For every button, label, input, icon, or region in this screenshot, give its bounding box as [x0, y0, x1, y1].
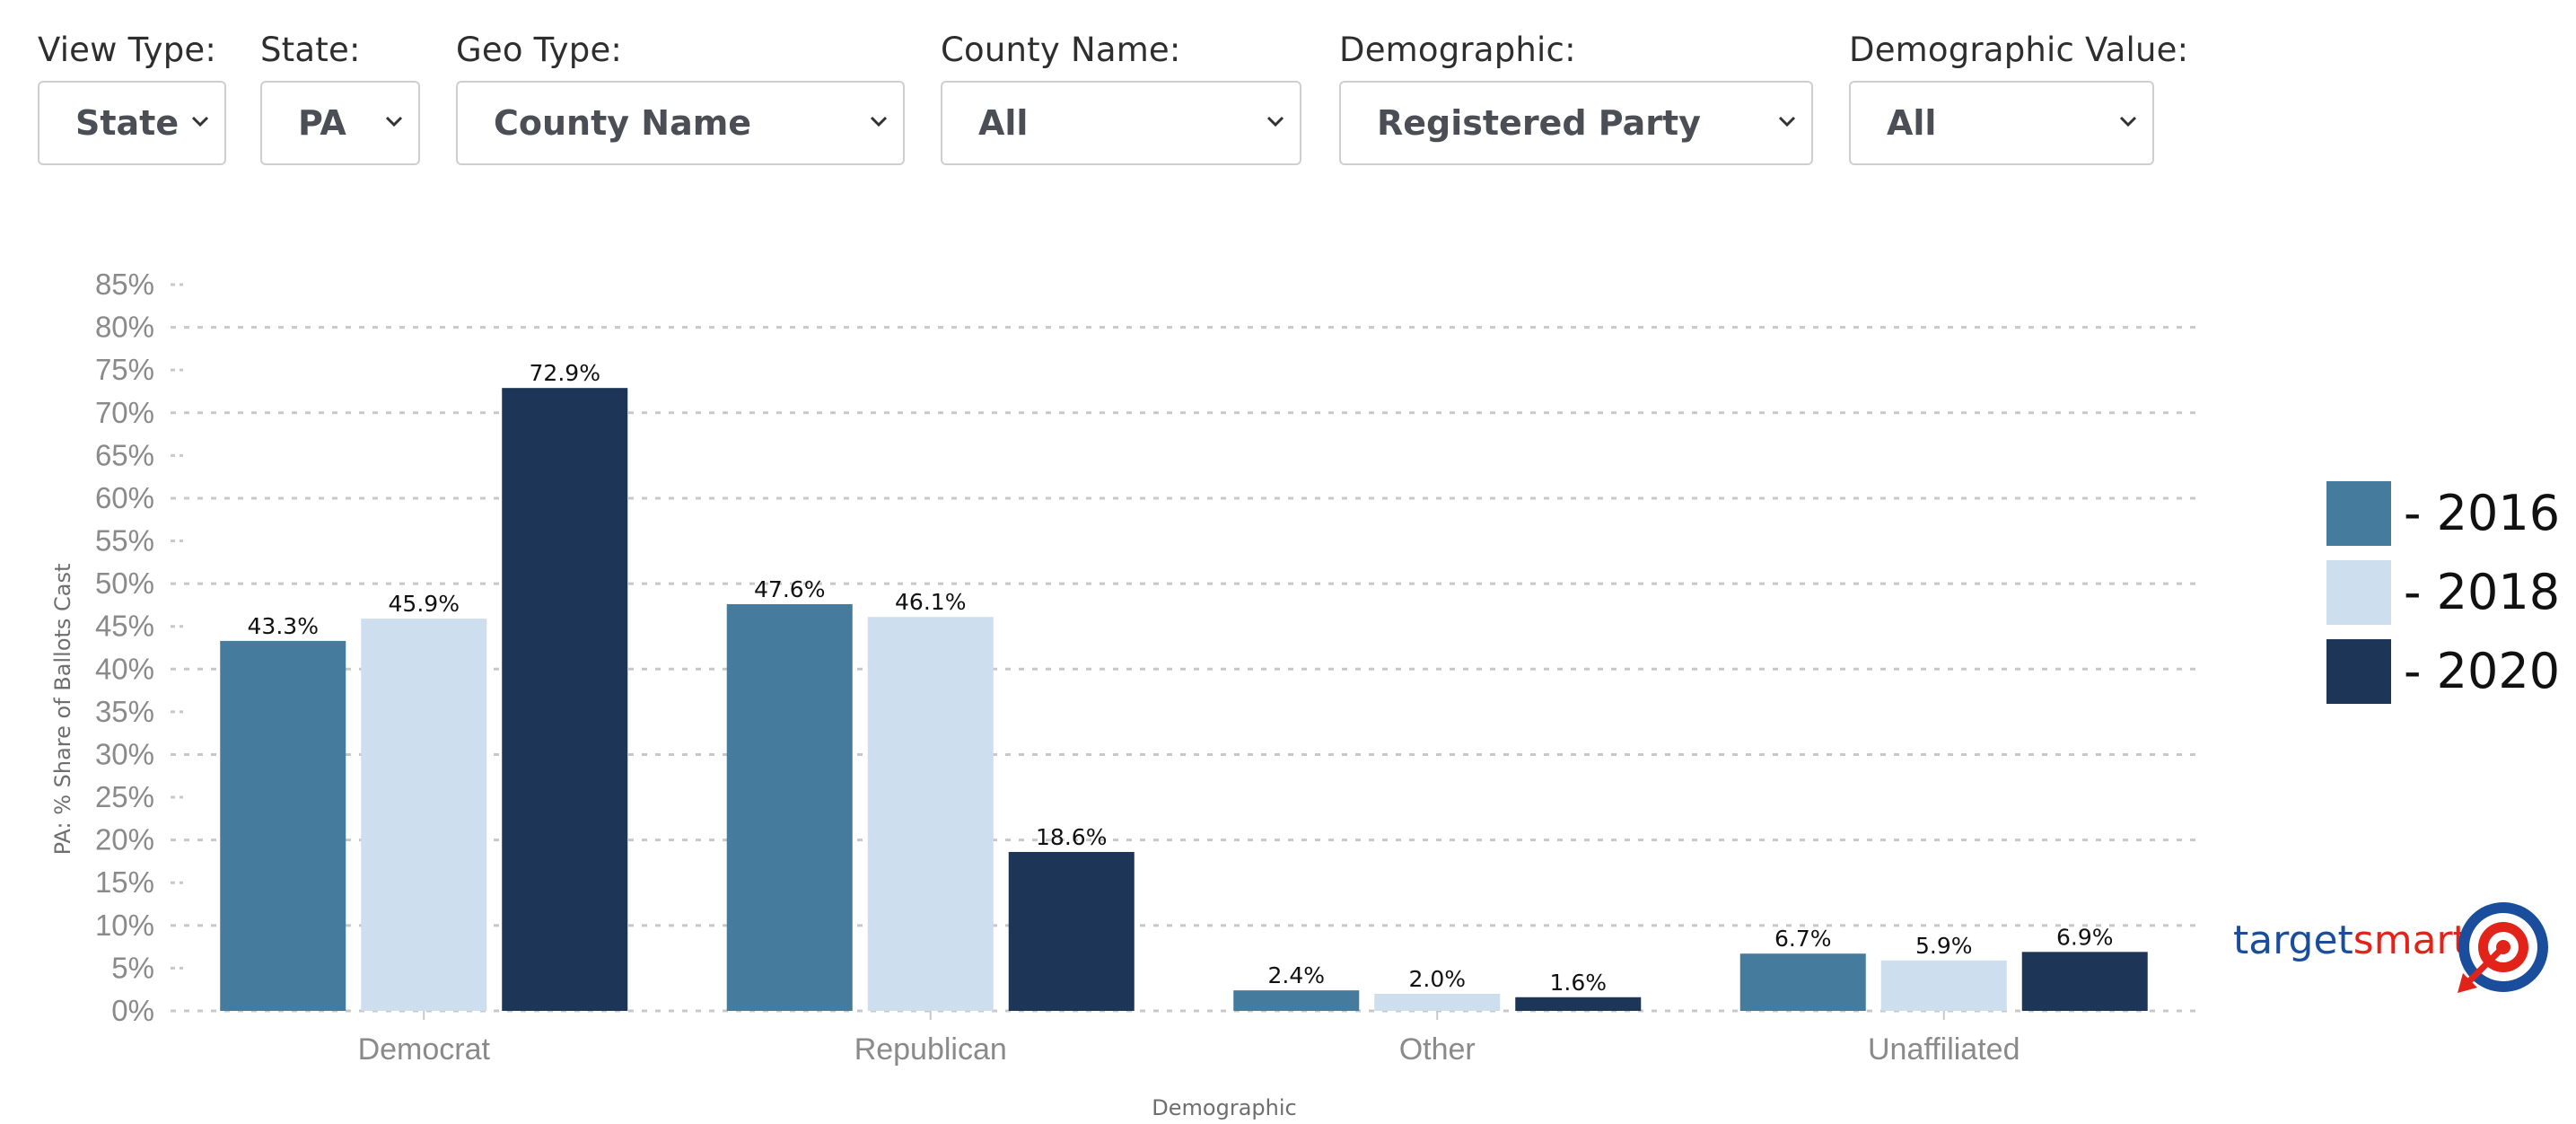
- data-label: 43.3%: [248, 613, 319, 639]
- y-tick-label: 85%: [95, 268, 154, 301]
- data-label: 6.7%: [1774, 926, 1832, 952]
- filter-demographic-value: Demographic Value: All: [1849, 25, 2189, 165]
- filter-demographic: Demographic: Registered Party: [1339, 25, 1813, 165]
- legend-swatch-2018: [2326, 560, 2391, 625]
- legend-label-2016: - 2016: [2404, 485, 2561, 541]
- bar-unaffiliated-2020: [2021, 952, 2148, 1011]
- y-tick-label: 45%: [95, 610, 154, 643]
- chevron-down-icon: [385, 116, 403, 127]
- bar-other-2018: [1374, 993, 1501, 1011]
- y-tick-label: 80%: [95, 311, 154, 344]
- state-label: State:: [260, 31, 361, 69]
- x-category-label: Republican: [854, 1032, 1007, 1067]
- view-type-label: View Type:: [38, 31, 217, 69]
- data-label: 2.4%: [1267, 962, 1325, 988]
- y-tick-label: 40%: [95, 652, 154, 685]
- bar-republican-2018: [867, 617, 994, 1011]
- bar-republican-2016: [726, 603, 853, 1011]
- x-axis-title: Demographic: [1152, 1095, 1296, 1120]
- legend-label-2018: - 2018: [2404, 564, 2561, 620]
- filter-view-type: View Type: State: [38, 25, 226, 165]
- data-label: 1.6%: [1549, 970, 1607, 996]
- bar-democrat-2016: [220, 640, 346, 1011]
- y-tick-label: 15%: [95, 865, 154, 899]
- y-tick-label: 65%: [95, 438, 154, 471]
- data-label: 2.0%: [1408, 966, 1466, 992]
- filter-state: State: PA: [260, 25, 420, 165]
- y-tick-label: 50%: [95, 566, 154, 600]
- chevron-down-icon: [2119, 116, 2137, 127]
- demographic-value-value: All: [1887, 103, 1937, 143]
- legend-swatch-2016: [2326, 481, 2391, 546]
- y-tick-label: 0%: [111, 994, 154, 1027]
- filter-county-name: County Name: All: [941, 25, 1301, 165]
- bar-unaffiliated-2018: [1880, 960, 2007, 1011]
- y-tick-label: 10%: [95, 909, 154, 942]
- legend-item-2018: - 2018: [2326, 560, 2560, 625]
- state-value: PA: [298, 103, 346, 143]
- filter-geo-type: Geo Type: County Name: [456, 25, 905, 165]
- county-name-label: County Name:: [941, 31, 1181, 69]
- legend-item-2020: - 2020: [2326, 639, 2560, 704]
- bar-other-2020: [1515, 997, 1642, 1011]
- legend-item-2016: - 2016: [2326, 481, 2560, 546]
- demographic-label: Demographic:: [1339, 31, 1576, 69]
- y-tick-label: 35%: [95, 695, 154, 728]
- bar-other-2016: [1233, 990, 1360, 1011]
- bar-democrat-2020: [502, 388, 628, 1011]
- county-name-select[interactable]: All: [941, 81, 1301, 165]
- demographic-value-label: Demographic Value:: [1849, 31, 2189, 69]
- bar-unaffiliated-2016: [1739, 953, 1866, 1011]
- demographic-select[interactable]: Registered Party: [1339, 81, 1813, 165]
- state-select[interactable]: PA: [260, 81, 420, 165]
- view-type-value: State: [75, 103, 180, 143]
- geo-type-value: County Name: [494, 103, 752, 143]
- data-label: 45.9%: [389, 591, 460, 617]
- geo-type-select[interactable]: County Name: [456, 81, 905, 165]
- bars: [220, 388, 2148, 1011]
- demographic-value-select[interactable]: All: [1849, 81, 2154, 165]
- x-category-label: Other: [1399, 1032, 1476, 1067]
- view-type-select[interactable]: State: [38, 81, 226, 165]
- data-labels: 43.3% 45.9% 72.9% 47.6% 46.1% 18.6% 2.4% 2.0% 1.…: [248, 360, 2114, 996]
- legend-swatch-2020: [2326, 639, 2391, 704]
- county-name-value: All: [978, 103, 1029, 143]
- x-axis-categories: Democrat Republican Other Unaffiliated: [358, 1032, 2020, 1067]
- data-label: 47.6%: [754, 576, 825, 602]
- y-tick-label: 5%: [111, 951, 154, 984]
- chevron-down-icon: [1778, 116, 1796, 127]
- y-tick-label: 75%: [95, 353, 154, 386]
- chevron-down-icon: [191, 116, 209, 127]
- y-tick-label: 70%: [95, 396, 154, 429]
- target-icon: [2458, 902, 2548, 993]
- data-label: 46.1%: [895, 589, 966, 615]
- logo-wordmark: targetsmart: [2233, 918, 2468, 963]
- bar-democrat-2018: [361, 619, 487, 1011]
- y-tick-label: 30%: [95, 737, 154, 770]
- y-axis-ticks: 0% 5% 10% 15% 20% 25% 30% 35% 40% 45% 50% 55% 60% 65%…: [95, 268, 154, 1027]
- demographic-value: Registered Party: [1377, 103, 1701, 143]
- data-label: 5.9%: [1915, 933, 1973, 959]
- data-label: 72.9%: [530, 360, 600, 386]
- bar-republican-2020: [1008, 851, 1135, 1011]
- chevron-down-icon: [1266, 116, 1284, 127]
- chevron-down-icon: [870, 116, 888, 127]
- data-label: 6.9%: [2056, 924, 2114, 950]
- geo-type-label: Geo Type:: [456, 31, 623, 69]
- filter-bar: View Type: State State: PA Geo Type: Cou…: [0, 0, 2576, 180]
- y-tick-label: 20%: [95, 823, 154, 856]
- targetsmart-logo: targetsmart: [2233, 898, 2565, 1041]
- x-category-label: Democrat: [358, 1032, 491, 1067]
- y-tick-label: 60%: [95, 481, 154, 514]
- y-tick-label: 55%: [95, 524, 154, 558]
- data-label: 18.6%: [1036, 824, 1107, 850]
- legend-label-2020: - 2020: [2404, 643, 2561, 699]
- x-category-label: Unaffiliated: [1868, 1032, 2020, 1067]
- y-tick-label: 25%: [95, 780, 154, 813]
- y-axis-title: PA: % Share of Ballots Cast: [50, 564, 75, 856]
